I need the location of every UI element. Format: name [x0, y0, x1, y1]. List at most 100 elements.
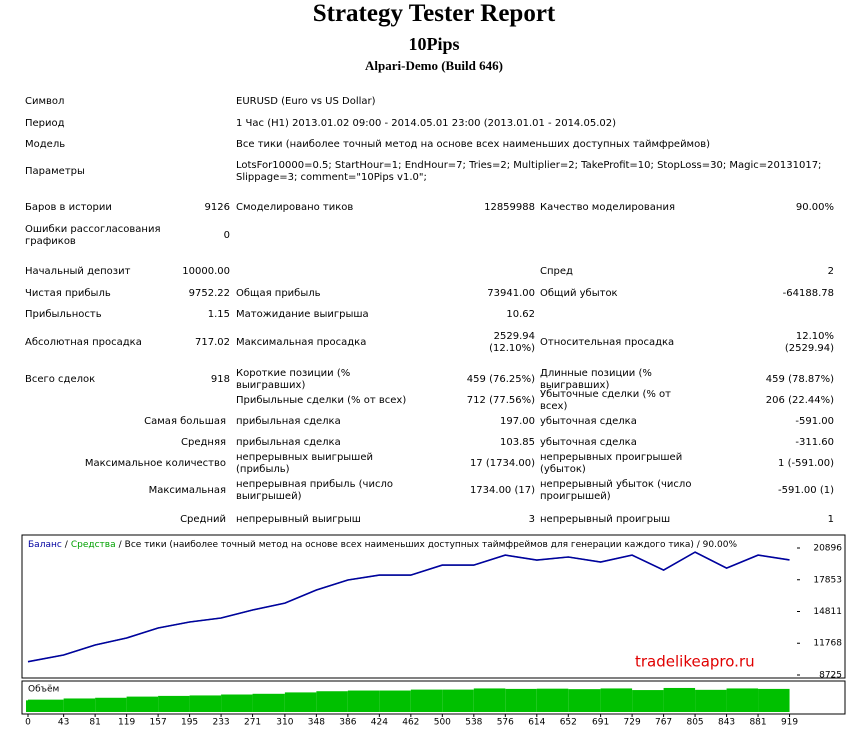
cell-label: непрерывных проигрышей (убыток): [540, 452, 683, 475]
volume-bar: [63, 698, 96, 712]
cell-label: непрерывный убыток (число проигрышей): [540, 479, 692, 502]
legend-separator: /: [119, 540, 123, 550]
cell-value: 12.10% (2529.94): [700, 325, 834, 361]
cell-label: EURUSD (Euro vs US Dollar): [236, 96, 376, 107]
cell-label: Символ: [25, 96, 65, 107]
x-tick-label: 805: [686, 718, 703, 728]
cell-value: 1 (-591.00): [778, 458, 834, 469]
cell-value: 3: [528, 514, 535, 525]
cell-label: непрерывный выигрыш: [236, 514, 361, 525]
cell-value: 12859988: [484, 202, 535, 213]
x-tick-label: 157: [150, 718, 167, 728]
cell-value: 459 (78.87%): [765, 374, 834, 385]
cell-value: -591.00: [795, 416, 834, 427]
cell-value: 17 (1734.00): [469, 458, 535, 469]
volume-bar: [442, 689, 474, 712]
cell-value: 717.02: [195, 337, 230, 348]
volume-bar: [347, 690, 380, 712]
cell-value: -64188.78: [782, 288, 834, 299]
cell-label: непрерывная прибыль (число выигрышей): [236, 479, 393, 502]
volume-bar: [158, 695, 190, 712]
cell-label: прибыльная сделка: [236, 416, 341, 427]
cell-value: 0: [223, 230, 230, 241]
x-tick-label: 767: [655, 718, 672, 728]
cell-label: Длинные позиции (% выигравших): [540, 368, 652, 391]
x-tick-label: 729: [624, 718, 641, 728]
x-tick-label: 81: [89, 718, 100, 728]
y-tick-label: 11768: [813, 639, 842, 649]
volume-bar: [695, 689, 727, 712]
x-tick-label: 614: [528, 718, 545, 728]
cell-label: Параметры: [25, 166, 85, 177]
cell-value: 1.15: [207, 309, 230, 320]
cell-value: 2529.94 (12.10%): [415, 325, 535, 361]
cell-label: Матожидание выигрыша: [236, 309, 369, 320]
x-tick-label: 691: [592, 718, 609, 728]
cell-label: Общая прибыль: [236, 288, 321, 299]
cell-value: Максимальное количество: [84, 458, 226, 469]
x-tick-label: 195: [181, 718, 198, 728]
x-tick-label: 233: [212, 718, 229, 728]
y-tick-label: 17853: [813, 575, 842, 585]
x-tick-label: 500: [434, 718, 451, 728]
cell-label: Прибыльные сделки (% от всех): [236, 395, 407, 406]
strategy-name: 10Pips: [408, 34, 460, 54]
y-tick-label: 20896: [813, 544, 842, 554]
cell-label: убыточная сделка: [540, 437, 637, 448]
cell-label: Все тики (наиболее точный метод на основ…: [236, 139, 711, 150]
x-tick-label: 386: [339, 718, 356, 728]
cell-label: Короткие позиции (% выигравших): [236, 368, 351, 391]
x-tick-label: 0: [25, 718, 31, 728]
x-tick-label: 462: [402, 718, 419, 728]
cell-label: Общий убыток: [540, 288, 618, 299]
y-tick-label: 8725: [819, 671, 842, 681]
cell-value: 206 (22.44%): [765, 395, 834, 406]
volume-bar: [379, 690, 411, 712]
cell-value: Средний: [180, 514, 226, 525]
volume-bar: [28, 699, 64, 712]
volume-bar: [252, 693, 285, 712]
server: Alpari-Demo (Build 646): [365, 58, 503, 73]
x-tick-label: 310: [276, 718, 293, 728]
volume-bar: [473, 688, 506, 712]
volume-bar: [410, 689, 443, 712]
x-tick-label: 652: [560, 718, 577, 728]
volume-bar: [758, 688, 790, 712]
cell-value: Максимальная: [148, 485, 226, 496]
volume-bar: [536, 688, 569, 712]
cell-label: 1 Час (H1) 2013.01.02 09:00 - 2014.05.01…: [236, 118, 616, 129]
volume-bar: [726, 688, 759, 712]
cell-value: 197.00: [500, 416, 535, 427]
volume-bar: [568, 689, 601, 712]
legend-note: Все тики (наиболее точный метод на основ…: [125, 540, 738, 550]
x-tick-label: 538: [465, 718, 482, 728]
cell-line: 12.10%: [795, 331, 834, 342]
cell-label: убыточная сделка: [540, 416, 637, 427]
cell-value: 73941.00: [487, 288, 535, 299]
cell-label: Относительная просадка: [540, 337, 675, 348]
cell-value: 9752.22: [188, 288, 230, 299]
cell-label: Прибыльность: [25, 309, 102, 320]
cell-label: Качество моделирования: [540, 202, 675, 213]
x-tick-label: 119: [118, 718, 135, 728]
cell-label: непрерывный проигрыш: [540, 514, 671, 525]
cell-label: Абсолютная просадка: [25, 337, 142, 348]
cell-lines: 12.10% (2529.94): [785, 331, 834, 355]
cell-value: 918: [210, 374, 230, 385]
cell-label: Ошибки рассогласования графиков: [25, 224, 161, 247]
volume-bar: [663, 687, 696, 712]
cell-value: -591.00 (1): [778, 485, 834, 496]
x-tick-label: 43: [58, 718, 69, 728]
cell-label: Чистая прибыль: [25, 288, 111, 299]
x-tick-label: 919: [781, 718, 798, 728]
cell-line: 2529.94: [493, 331, 535, 342]
cell-label: Смоделировано тиков: [236, 202, 354, 213]
cell-label: Спред: [540, 266, 573, 277]
cell-label: непрерывных выигрышей (прибыль): [236, 452, 373, 475]
cell-value: Самая большая: [144, 416, 226, 427]
series-line: [27, 551, 790, 663]
volume-bar: [26, 700, 28, 712]
cell-label: Максимальная просадка: [236, 337, 367, 348]
cell-value: 1734.00 (17): [469, 485, 535, 496]
